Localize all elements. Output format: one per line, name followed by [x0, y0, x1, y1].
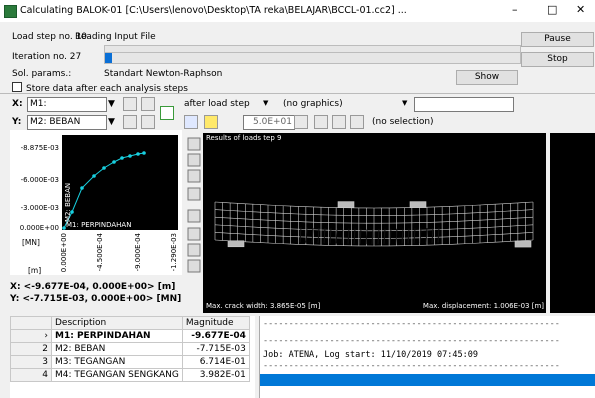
header: Magnitude — [182, 317, 249, 330]
log-rule: ----------------------------------------… — [263, 319, 560, 329]
tool-icon[interactable] — [141, 97, 155, 111]
maximize[interactable]: □ — [547, 3, 557, 16]
description: M4: TEGANGAN SENGKANG — [52, 369, 183, 382]
log-line: Job: ATENA, Log start: 11/10/2019 07:45:… — [263, 350, 478, 360]
row-marker: 4 — [11, 369, 52, 382]
show-button[interactable]: Show — [456, 70, 518, 85]
y-monitor[interactable]: M2: BEBAN — [27, 115, 107, 130]
y-tick-label: -8.875E-03 — [21, 144, 59, 152]
plate — [228, 241, 244, 247]
magnitude: -7.715E-03 — [182, 343, 249, 356]
close[interactable]: ✕ — [576, 3, 585, 16]
app-icon — [4, 5, 17, 18]
log-rule: ----------------------------------------… — [263, 336, 560, 346]
sol-params-label: Sol. params.: — [12, 69, 71, 79]
max-displacement: Max. displacement: 1.006E-03 [m] — [423, 302, 544, 310]
tool-icon[interactable] — [141, 115, 155, 129]
description: M2: BEBAN — [52, 343, 183, 356]
tool-icon[interactable] — [123, 115, 137, 129]
view-tools[interactable] — [188, 138, 200, 272]
tool-icon[interactable] — [123, 97, 137, 111]
minimize[interactable]: – — [512, 3, 518, 16]
dropdown-arrow[interactable]: ▼ — [108, 99, 115, 109]
dropdown-arrow[interactable]: ▼ — [263, 99, 268, 107]
crack-width: Max. crack width: 3.865E-05 [m] — [206, 302, 321, 310]
selection[interactable]: (no selection) — [372, 117, 434, 127]
window-title: Calculating BALOK-01 [C:\Users\lenovo\De… — [20, 5, 407, 16]
log-panel: ----------------------------------------… — [259, 316, 595, 398]
tool-icon[interactable] — [332, 115, 346, 129]
description: M3: TEGANGAN — [52, 356, 183, 369]
tool-icon[interactable] — [294, 115, 308, 129]
x-tick-label: -1.290E-03 — [170, 233, 178, 271]
header: Description — [52, 317, 183, 330]
window: Calculating BALOK-01 [C:\Users\lenovo\De… — [0, 0, 595, 398]
scale[interactable]: 5.0E+01 — [243, 115, 295, 130]
table-row: 2M2: BEBAN-7.715E-03 — [11, 343, 250, 356]
row-marker: 3 — [11, 356, 52, 369]
tool-icon[interactable] — [184, 115, 198, 129]
row-marker: 2 — [11, 343, 52, 356]
row-marker: › — [11, 330, 52, 343]
y-tick-label: -6.000E-03 — [21, 176, 59, 184]
description: M1: PERPINDAHAN — [52, 330, 183, 343]
separator — [0, 93, 595, 94]
x-tick-label: 0.000E+00 — [60, 233, 68, 272]
graphics[interactable]: (no graphics) — [283, 99, 343, 109]
title-bar: Calculating BALOK-01 [C:\Users\lenovo\De… — [0, 0, 595, 22]
x-series-label: M1: PERPINDAHAN — [66, 221, 131, 229]
tool-icon[interactable] — [204, 115, 218, 129]
y-series-label: M2: BEBAN — [64, 183, 72, 222]
step-mode[interactable]: after load step — [184, 99, 250, 109]
dropdown-arrow[interactable]: ▼ — [108, 117, 115, 127]
magnitude: 3.982E-01 — [182, 369, 249, 382]
plate — [338, 202, 354, 208]
y-tick-label: 0.000E+00 — [20, 224, 59, 232]
iteration-progress — [104, 52, 521, 64]
tool-icon[interactable] — [314, 115, 328, 129]
tool-icon[interactable] — [160, 106, 174, 120]
dropdown-arrow[interactable]: ▼ — [402, 99, 407, 107]
side-view — [550, 133, 595, 313]
sol-params: Standart Newton-Raphson — [104, 69, 222, 79]
x-tick-label: -4.500E-04 — [96, 232, 104, 271]
y-label: Y: — [12, 117, 21, 127]
cursor-x: X: <-9.677E-04, 0.000E+00> [m] — [10, 282, 175, 292]
iteration: Iteration no. 27 — [12, 52, 81, 62]
pause-button[interactable]: Pause — [521, 32, 594, 47]
y-tick-label: -3.000E-03 — [21, 204, 59, 212]
y-unit: [MN] — [22, 238, 40, 247]
blank-select[interactable] — [414, 97, 514, 112]
x-unit: [m] — [28, 266, 41, 275]
log-rule: ----------------------------------------… — [263, 361, 560, 371]
magnitude: -9.677E-04 — [182, 330, 249, 343]
x-tick-label: -9.000E-04 — [134, 232, 142, 271]
graph-plot — [62, 135, 178, 230]
log-selection — [260, 374, 595, 386]
stop-button[interactable]: Stop — [521, 52, 594, 67]
status: Reading Input File — [75, 32, 156, 42]
table-row: ›M1: PERPINDAHAN-9.677E-04 — [11, 330, 250, 343]
plate — [515, 241, 531, 247]
x-label: X: — [12, 99, 23, 109]
cursor-y: Y: <-7.715E-03, 0.000E+00> [MN] — [10, 294, 181, 304]
x-monitor[interactable]: M1: PERPINDAHAN — [27, 97, 107, 112]
plate — [410, 202, 426, 208]
view-title: Results of loads tep 9 — [206, 134, 281, 142]
magnitude: 6.714E-01 — [182, 356, 249, 369]
tool-icon[interactable] — [350, 115, 364, 129]
